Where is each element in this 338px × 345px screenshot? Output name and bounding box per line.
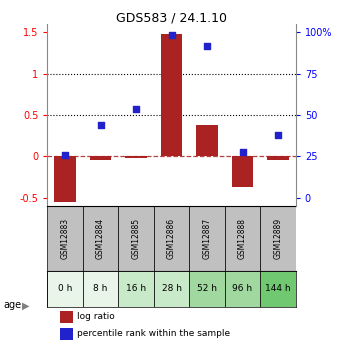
Point bbox=[133, 107, 139, 112]
Text: 0 h: 0 h bbox=[58, 285, 72, 294]
Point bbox=[240, 149, 245, 154]
Point bbox=[275, 132, 281, 138]
Bar bbox=[260, 206, 296, 271]
Text: 52 h: 52 h bbox=[197, 285, 217, 294]
Text: GSM12883: GSM12883 bbox=[61, 218, 70, 259]
Bar bbox=[54, 157, 76, 202]
Text: percentile rank within the sample: percentile rank within the sample bbox=[77, 329, 230, 338]
Bar bbox=[90, 157, 111, 160]
Bar bbox=[47, 206, 83, 271]
Text: GSM12885: GSM12885 bbox=[131, 218, 141, 259]
Point bbox=[204, 44, 210, 49]
Text: log ratio: log ratio bbox=[77, 312, 115, 321]
Bar bbox=[118, 206, 154, 271]
Point bbox=[98, 122, 103, 128]
Bar bbox=[60, 310, 73, 323]
Bar bbox=[154, 206, 189, 271]
Title: GDS583 / 24.1.10: GDS583 / 24.1.10 bbox=[116, 11, 227, 24]
Point bbox=[169, 32, 174, 38]
Bar bbox=[189, 206, 225, 271]
Bar bbox=[60, 328, 73, 340]
Text: GSM12884: GSM12884 bbox=[96, 218, 105, 259]
Text: 8 h: 8 h bbox=[93, 285, 108, 294]
Text: 144 h: 144 h bbox=[265, 285, 291, 294]
Bar bbox=[83, 206, 118, 271]
Bar bbox=[154, 271, 189, 307]
Text: 28 h: 28 h bbox=[162, 285, 182, 294]
Text: GSM12886: GSM12886 bbox=[167, 218, 176, 259]
Bar bbox=[161, 34, 182, 157]
Bar bbox=[267, 157, 289, 160]
Point bbox=[63, 152, 68, 158]
Text: 16 h: 16 h bbox=[126, 285, 146, 294]
Bar bbox=[189, 271, 225, 307]
Bar bbox=[47, 271, 83, 307]
Text: GSM12887: GSM12887 bbox=[202, 218, 212, 259]
Bar bbox=[260, 271, 296, 307]
Bar bbox=[225, 271, 260, 307]
Text: GSM12888: GSM12888 bbox=[238, 218, 247, 259]
Text: age: age bbox=[3, 300, 22, 310]
Bar bbox=[118, 271, 154, 307]
Bar bbox=[125, 157, 147, 158]
Bar bbox=[196, 125, 218, 157]
Bar bbox=[225, 206, 260, 271]
Bar bbox=[232, 157, 253, 187]
Bar bbox=[83, 271, 118, 307]
Text: GSM12889: GSM12889 bbox=[273, 218, 283, 259]
Text: 96 h: 96 h bbox=[233, 285, 252, 294]
Text: ▶: ▶ bbox=[22, 300, 29, 310]
